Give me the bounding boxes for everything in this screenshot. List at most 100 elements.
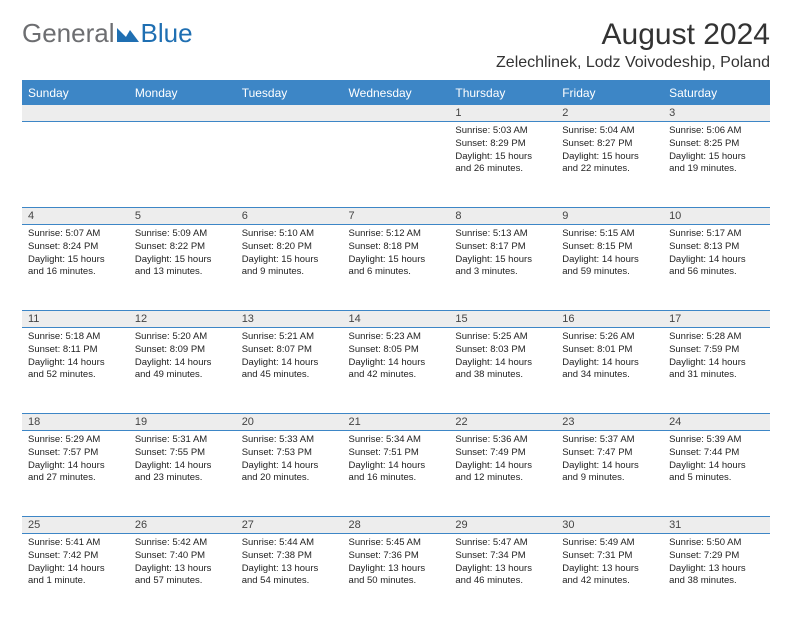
day-cell: Sunrise: 5:25 AMSunset: 8:03 PMDaylight:… (449, 328, 556, 414)
sunset: Sunset: 8:11 PM (28, 344, 123, 357)
sunrise: Sunrise: 5:25 AM (455, 331, 550, 344)
day-cell: Sunrise: 5:17 AMSunset: 8:13 PMDaylight:… (663, 225, 770, 311)
weekday-header: Wednesday (343, 81, 450, 105)
day-number: 21 (343, 414, 450, 431)
day-number (236, 105, 343, 122)
day-number: 17 (663, 311, 770, 328)
sunset: Sunset: 7:51 PM (349, 447, 444, 460)
daylight: Daylight: 14 hours and 12 minutes. (455, 460, 550, 486)
day-number: 22 (449, 414, 556, 431)
sunrise: Sunrise: 5:07 AM (28, 228, 123, 241)
daylight: Daylight: 13 hours and 54 minutes. (242, 563, 337, 589)
page-title: August 2024 (496, 18, 770, 52)
sunset: Sunset: 8:29 PM (455, 138, 550, 151)
sunset: Sunset: 7:34 PM (455, 550, 550, 563)
daylight: Daylight: 14 hours and 1 minute. (28, 563, 123, 589)
sunset: Sunset: 7:42 PM (28, 550, 123, 563)
sunset: Sunset: 8:25 PM (669, 138, 764, 151)
day-cell: Sunrise: 5:49 AMSunset: 7:31 PMDaylight:… (556, 534, 663, 620)
sunset: Sunset: 7:53 PM (242, 447, 337, 460)
sunset: Sunset: 8:18 PM (349, 241, 444, 254)
daylight: Daylight: 14 hours and 31 minutes. (669, 357, 764, 383)
week-row: Sunrise: 5:18 AMSunset: 8:11 PM Daylight:… (22, 328, 770, 414)
sunset: Sunset: 7:55 PM (135, 447, 230, 460)
daylight: Daylight: 14 hours and 23 minutes. (135, 460, 230, 486)
sunrise: Sunrise: 5:20 AM (135, 331, 230, 344)
daylight: Daylight: 15 hours and 6 minutes. (349, 254, 444, 280)
weekday-header: Monday (129, 81, 236, 105)
sunset: Sunset: 7:47 PM (562, 447, 657, 460)
sunset: Sunset: 8:07 PM (242, 344, 337, 357)
day-cell (343, 122, 450, 208)
day-cell: Sunrise: 5:39 AMSunset: 7:44 PMDaylight:… (663, 431, 770, 517)
day-number: 11 (22, 311, 129, 328)
sunrise: Sunrise: 5:13 AM (455, 228, 550, 241)
day-number: 4 (22, 208, 129, 225)
weekday-header-row: Sunday Monday Tuesday Wednesday Thursday… (22, 81, 770, 105)
day-cell: Sunrise: 5:45 AMSunset: 7:36 PMDaylight:… (343, 534, 450, 620)
logo-text-2: Blue (141, 18, 193, 49)
daylight: Daylight: 13 hours and 42 minutes. (562, 563, 657, 589)
sunset: Sunset: 8:22 PM (135, 241, 230, 254)
daynum-row: 18192021222324 (22, 414, 770, 431)
day-number: 19 (129, 414, 236, 431)
daylight: Daylight: 13 hours and 50 minutes. (349, 563, 444, 589)
week-row: Sunrise: 5:07 AMSunset: 8:24 PMDaylight:… (22, 225, 770, 311)
sunrise: Sunrise: 5:21 AM (242, 331, 337, 344)
daylight: Daylight: 14 hours and 49 minutes. (135, 357, 230, 383)
sunrise: Sunrise: 5:18 AM (28, 331, 123, 344)
sunset: Sunset: 8:05 PM (349, 344, 444, 357)
header: General Blue August 2024 Zelechlinek, Lo… (22, 18, 770, 72)
daylight: Daylight: 14 hours and 56 minutes. (669, 254, 764, 280)
daynum-row: 11121314151617 (22, 311, 770, 328)
day-cell: Sunrise: 5:18 AMSunset: 8:11 PMDaylight:… (22, 328, 129, 414)
day-number: 15 (449, 311, 556, 328)
day-number: 12 (129, 311, 236, 328)
day-cell (22, 122, 129, 208)
daylight: Daylight: 14 hours and 5 minutes. (669, 460, 764, 486)
day-number: 31 (663, 517, 770, 534)
day-number: 8 (449, 208, 556, 225)
sunrise: Sunrise: 5:15 AM (562, 228, 657, 241)
week-row: Sunrise: 5:29 AMSunset: 7:57 PMDaylight:… (22, 431, 770, 517)
sunrise: Sunrise: 5:47 AM (455, 537, 550, 550)
weekday-header: Tuesday (236, 81, 343, 105)
sunrise: Sunrise: 5:04 AM (562, 125, 657, 138)
daylight: Daylight: 15 hours and 22 minutes. (562, 151, 657, 177)
daylight: Daylight: 15 hours and 13 minutes. (135, 254, 230, 280)
day-number: 30 (556, 517, 663, 534)
day-number: 18 (22, 414, 129, 431)
day-cell: Sunrise: 5:04 AMSunset: 8:27 PMDaylight:… (556, 122, 663, 208)
day-cell: Sunrise: 5:33 AMSunset: 7:53 PMDaylight:… (236, 431, 343, 517)
sunset: Sunset: 7:59 PM (669, 344, 764, 357)
day-cell: Sunrise: 5:26 AMSunset: 8:01 PMDaylight:… (556, 328, 663, 414)
sunset: Sunset: 7:36 PM (349, 550, 444, 563)
sunset: Sunset: 7:44 PM (669, 447, 764, 460)
day-number: 10 (663, 208, 770, 225)
week-row: Sunrise: 5:41 AMSunset: 7:42 PMDaylight:… (22, 534, 770, 620)
logo: General Blue (22, 18, 193, 49)
day-number: 23 (556, 414, 663, 431)
weekday-header: Friday (556, 81, 663, 105)
day-number: 20 (236, 414, 343, 431)
day-number: 6 (236, 208, 343, 225)
day-number: 2 (556, 105, 663, 122)
day-cell: Sunrise: 5:15 AMSunset: 8:15 PMDaylight:… (556, 225, 663, 311)
sunrise: Sunrise: 5:39 AM (669, 434, 764, 447)
sunrise: Sunrise: 5:28 AM (669, 331, 764, 344)
sunrise: Sunrise: 5:29 AM (28, 434, 123, 447)
daylight: Daylight: 14 hours and 59 minutes. (562, 254, 657, 280)
day-cell: Sunrise: 5:36 AMSunset: 7:49 PMDaylight:… (449, 431, 556, 517)
daynum-row: 25262728293031 (22, 517, 770, 534)
day-cell: Sunrise: 5:34 AMSunset: 7:51 PMDaylight:… (343, 431, 450, 517)
day-number: 9 (556, 208, 663, 225)
weekday-header: Saturday (663, 81, 770, 105)
sunset: Sunset: 7:31 PM (562, 550, 657, 563)
day-cell: Sunrise: 5:42 AMSunset: 7:40 PMDaylight:… (129, 534, 236, 620)
sunset: Sunset: 8:01 PM (562, 344, 657, 357)
day-cell: Sunrise: 5:10 AMSunset: 8:20 PMDaylight:… (236, 225, 343, 311)
day-cell: Sunrise: 5:09 AMSunset: 8:22 PMDaylight:… (129, 225, 236, 311)
sunrise: Sunrise: 5:41 AM (28, 537, 123, 550)
sunset: Sunset: 8:27 PM (562, 138, 657, 151)
sunrise: Sunrise: 5:37 AM (562, 434, 657, 447)
